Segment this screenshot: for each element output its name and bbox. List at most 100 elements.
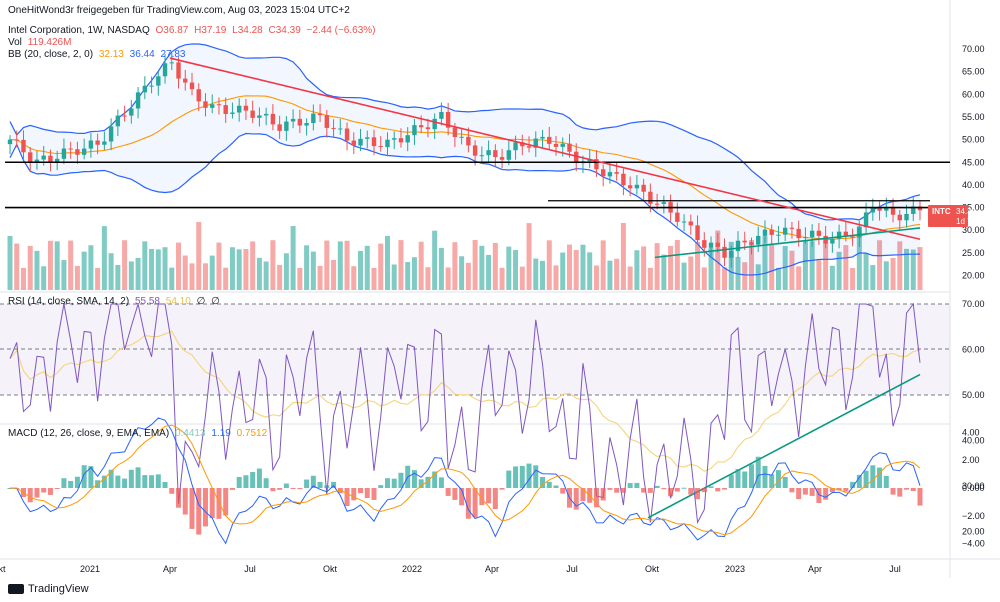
candle-body xyxy=(648,191,653,204)
rsi-label: RSI (14, close, SMA, 14, 2) xyxy=(8,296,130,307)
macd-histogram-bar xyxy=(850,481,856,488)
macd-histogram-bar xyxy=(742,471,748,488)
macd-histogram-bar xyxy=(620,488,626,493)
macd-histogram-bar xyxy=(479,488,485,506)
time-axis-tick: Jul xyxy=(889,564,901,574)
candle-body xyxy=(843,231,849,237)
macd-histogram-bar xyxy=(101,475,107,488)
macd-histogram-bar xyxy=(533,465,539,488)
macd-histogram-bar xyxy=(856,474,862,488)
volume-bar xyxy=(14,243,20,290)
volume-bar xyxy=(142,241,148,290)
macd-histogram-bar xyxy=(627,483,633,488)
volume-bar xyxy=(641,246,647,290)
macd-histogram-bar xyxy=(411,470,417,488)
volume-bar xyxy=(519,266,525,290)
macd-histogram-bar xyxy=(209,488,215,519)
candle-body xyxy=(311,113,316,124)
candle-body xyxy=(789,227,795,229)
macd-histogram-bar xyxy=(135,467,141,488)
volume-bar xyxy=(364,245,370,290)
volume-bar xyxy=(472,240,478,290)
macd-histogram-bar xyxy=(910,488,916,492)
volume-bar xyxy=(54,241,60,290)
bb-basis-value: 32.13 xyxy=(98,49,124,60)
volume-bar xyxy=(802,240,808,290)
price-axis-tick: 65.00 xyxy=(962,67,985,77)
macd-histogram-bar xyxy=(802,488,808,495)
volume-bar xyxy=(877,240,883,290)
macd-histogram-bar xyxy=(715,488,721,492)
price-axis-tick: 60.00 xyxy=(962,89,985,99)
volume-bar xyxy=(256,257,262,290)
volume-bar xyxy=(135,257,141,290)
volume-bar xyxy=(317,265,323,290)
candle-body xyxy=(95,140,100,145)
publisher-line: OneHitWond3r freigegeben für TradingView… xyxy=(8,5,350,16)
candle-body xyxy=(762,229,768,236)
macd-histogram-bar xyxy=(823,488,829,500)
volume-bar xyxy=(789,250,795,290)
candle-body xyxy=(432,118,437,130)
macd-line xyxy=(9,417,921,545)
macd-histogram-bar xyxy=(877,467,883,488)
macd-histogram-bar xyxy=(748,464,754,488)
bb-upper-value: 36.44 xyxy=(129,49,155,60)
macd-label: MACD (12, 26, close, 9, EMA, EMA) xyxy=(8,428,170,439)
macd-histogram-bar xyxy=(358,488,364,494)
volume-bar xyxy=(614,258,620,290)
ohlc-change: −2.44 (−6.63%) xyxy=(306,25,376,36)
footer-brand: TradingView xyxy=(28,583,89,595)
candle-body xyxy=(776,234,781,236)
volume-bar xyxy=(883,261,889,290)
volume-bar xyxy=(202,263,208,290)
volume-bar xyxy=(95,267,101,290)
ohlc-high: H37.19 xyxy=(194,25,227,36)
macd-histogram-bar xyxy=(647,488,653,493)
volume-bar xyxy=(782,246,788,290)
macd-histogram-bar xyxy=(573,488,579,510)
volume-bar xyxy=(182,255,188,290)
candle-body xyxy=(108,126,114,142)
rsi-trendline xyxy=(647,373,921,519)
macd-histogram-bar xyxy=(243,475,249,488)
candle-body xyxy=(634,184,640,189)
macd-histogram-bar xyxy=(708,486,714,488)
rsi-axis-tick: 50.00 xyxy=(962,390,985,400)
candle-body xyxy=(830,238,835,244)
macd-histogram-bar xyxy=(755,456,761,488)
volume-bar xyxy=(263,261,269,290)
candle-body xyxy=(277,124,282,131)
candle-body xyxy=(567,143,572,152)
candle-body xyxy=(7,139,13,145)
candle-body xyxy=(115,115,121,127)
candle-body xyxy=(452,127,458,138)
ohlc-low: L34.28 xyxy=(232,25,263,36)
macd-histogram-bar xyxy=(809,488,815,496)
volume-bar xyxy=(742,262,748,290)
macd-histogram-bar xyxy=(614,488,620,493)
macd-histogram-bar xyxy=(829,488,835,493)
candle-body xyxy=(176,62,181,79)
candle-body xyxy=(499,157,505,160)
candle-body xyxy=(553,143,559,147)
candle-body xyxy=(540,136,545,139)
volume-bar xyxy=(290,226,296,290)
volume-bar xyxy=(897,241,903,290)
macd-signal-value: 0.7512 xyxy=(236,428,268,439)
price-axis-tick: 70.00 xyxy=(962,44,985,54)
candle-body xyxy=(769,229,774,235)
macd-histogram-bar xyxy=(465,488,471,519)
macd-histogram-bar xyxy=(398,472,404,488)
candle-body xyxy=(142,85,148,93)
macd-histogram-bar xyxy=(418,479,424,488)
volume-bar xyxy=(620,223,626,290)
time-axis-tick: 2022 xyxy=(402,564,422,574)
macd-histogram-bar xyxy=(816,488,822,503)
time-axis-tick: Apr xyxy=(808,564,822,574)
candle-body xyxy=(708,242,714,248)
macd-histogram-bar xyxy=(196,488,202,535)
volume-bar xyxy=(358,250,364,290)
candle-body xyxy=(236,105,242,113)
